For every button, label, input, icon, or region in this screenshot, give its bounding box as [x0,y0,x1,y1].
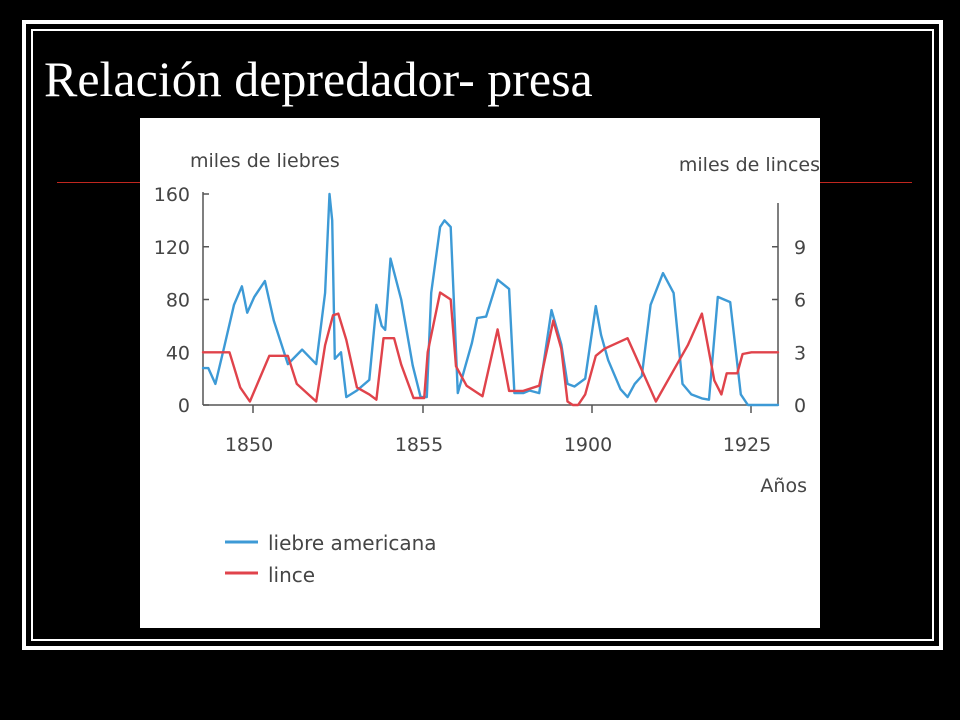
series-line-liebre [201,192,780,407]
slide-frame-inner [31,29,934,641]
x-axis-ticks: 1850 1855 1900 1925 [225,405,771,456]
y2-tick-label: 0 [794,395,806,417]
y-tick-label: 0 [178,395,190,417]
y2-tick-label: 9 [794,237,806,259]
y-axis-ticks: 0 40 80 120 160 [154,184,209,417]
x-tick-label: 1900 [564,434,612,456]
chart-series [201,192,780,407]
x-axis-title: Años [760,475,807,497]
y-axis-title: miles de liebres [190,150,340,172]
predator-prey-chart: miles de liebres miles de linces 0 40 80 12… [154,150,820,587]
y2-tick-label: 3 [794,342,806,364]
x-tick-label: 1850 [225,434,273,456]
x-tick-label: 1855 [395,434,443,456]
y2-axis-title: miles de linces [679,154,820,176]
chart-panel: miles de liebres miles de linces 0 40 80 12… [140,118,820,628]
legend-label-liebre: liebre americana [268,531,437,555]
series-line-lince [201,291,780,407]
y2-axis-ticks: 0 3 6 9 [772,237,806,417]
y-tick-label: 40 [166,342,190,364]
x-tick-label: 1925 [723,434,771,456]
y-tick-label: 120 [154,237,190,259]
slide-title: Relación depredador- presa [44,51,593,107]
y-tick-label: 160 [154,184,190,206]
legend-label-lince: lince [268,563,315,587]
chart-legend: liebre americana lince [225,531,437,587]
y2-tick-label: 6 [794,290,806,312]
slide-frame-outer [22,20,943,650]
y-tick-label: 80 [166,290,190,312]
